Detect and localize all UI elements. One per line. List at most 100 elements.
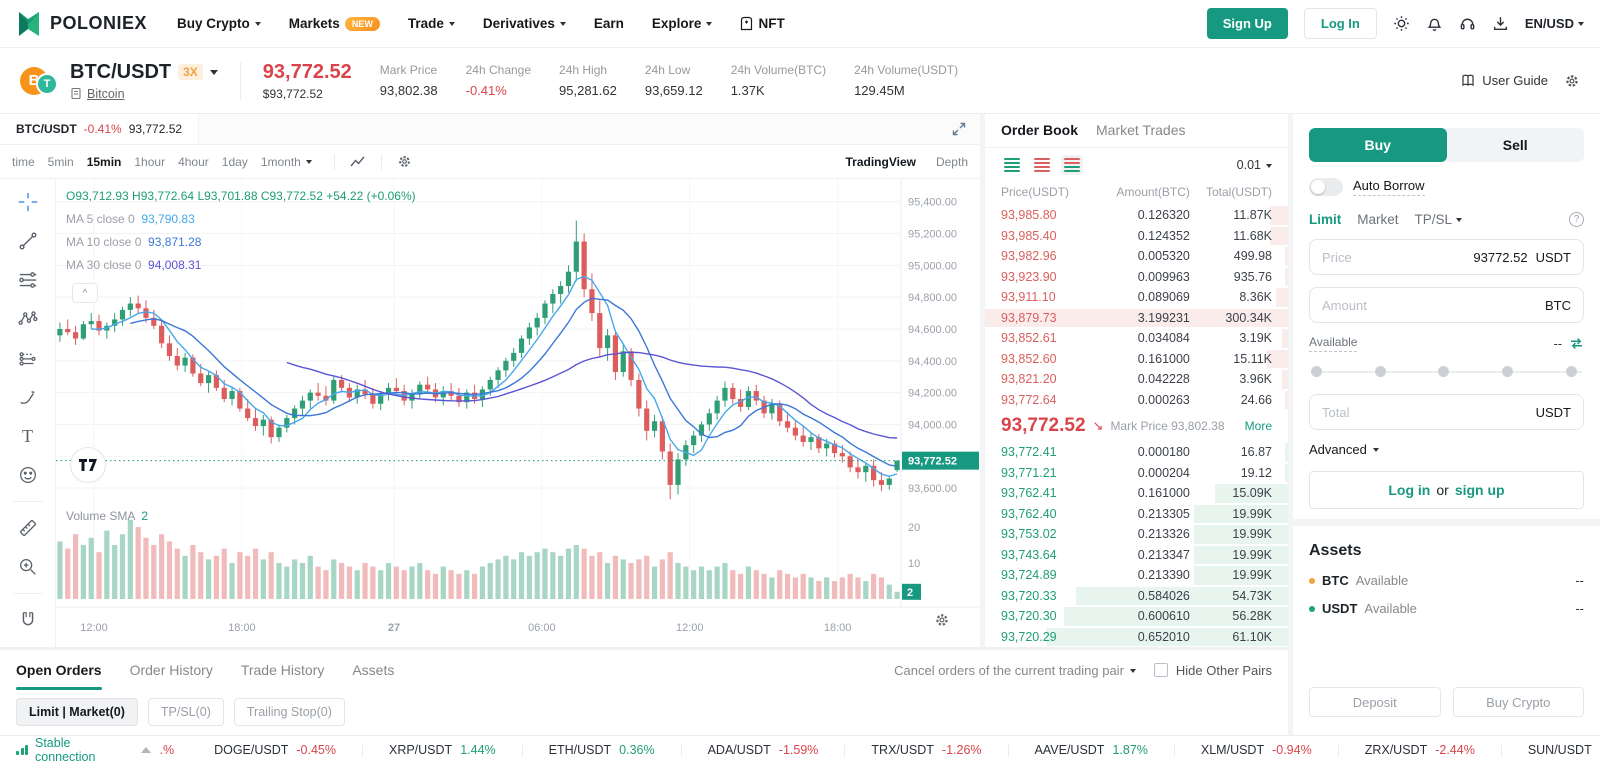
timeframe-chevron-icon[interactable] <box>305 160 312 167</box>
bid-row[interactable]: 93,753.02 0.213326 19.99K <box>985 524 1288 545</box>
user-guide-button[interactable]: User Guide <box>1460 73 1548 88</box>
ask-row[interactable]: 93,985.80 0.126320 11.87K <box>985 205 1288 226</box>
timeframe-1month[interactable]: 1month <box>260 154 301 169</box>
ask-row[interactable]: 93,982.96 0.005320 499.98 <box>985 246 1288 267</box>
bid-row[interactable]: 93,720.29 0.652010 61.10K <box>985 627 1288 648</box>
coin-name-link[interactable]: Bitcoin <box>87 86 125 101</box>
login-signup-button[interactable]: Log in or sign up <box>1309 471 1584 509</box>
ticker-pair-eth-usdt[interactable]: ETH/USDT 0.36% <box>521 743 681 757</box>
timeframe-4hour[interactable]: 4hour <box>178 154 209 169</box>
locale-selector[interactable]: EN/USD <box>1525 16 1584 31</box>
ask-row[interactable]: 93,985.40 0.124352 11.68K <box>985 226 1288 247</box>
emoji-tool-icon[interactable] <box>15 462 41 488</box>
orders-tab-assets[interactable]: Assets <box>352 662 395 678</box>
bid-row[interactable]: 93,724.89 0.213390 19.99K <box>985 565 1288 586</box>
ask-row[interactable]: 93,911.10 0.089069 8.36K <box>985 287 1288 308</box>
crosshair-tool-icon[interactable] <box>15 189 41 215</box>
total-input[interactable]: Total USDT <box>1309 394 1584 430</box>
bid-row[interactable]: 93,743.64 0.213347 19.99K <box>985 545 1288 566</box>
nav-item-trade[interactable]: Trade <box>408 16 455 31</box>
tradingview-watermark[interactable] <box>70 447 106 483</box>
order-type-limit[interactable]: Limit <box>1309 212 1342 227</box>
filter-pill-1[interactable]: TP/SL(0) <box>147 698 224 726</box>
log-in-button[interactable]: Log In <box>1303 8 1377 39</box>
orders-tab-open-orders[interactable]: Open Orders <box>16 650 102 690</box>
nav-item-explore[interactable]: Explore <box>652 16 713 31</box>
amount-slider[interactable] <box>1311 362 1582 382</box>
tab-order-book[interactable]: Order Book <box>1001 122 1079 139</box>
more-link[interactable]: More <box>1244 419 1272 433</box>
slider-dot-25[interactable] <box>1374 366 1386 377</box>
orderbook-view-combined-icon[interactable] <box>1061 155 1083 176</box>
advanced-toggle[interactable]: Advanced <box>1309 442 1584 457</box>
ticker-pair-xlm-usdt[interactable]: XLM/USDT -0.94% <box>1173 743 1338 757</box>
bid-row[interactable]: 93,720.30 0.600610 56.28K <box>985 606 1288 627</box>
collapse-pane-button[interactable]: ^ <box>72 283 98 303</box>
ticker-pair-doge-usdt[interactable]: DOGE/USDT -0.45% <box>214 743 336 757</box>
timeframe-15min[interactable]: 15min <box>86 154 122 169</box>
indicator-settings-icon[interactable] <box>392 149 418 175</box>
support-icon[interactable] <box>1459 15 1476 32</box>
slider-dot-100[interactable] <box>1565 366 1577 377</box>
chart-style-icon[interactable] <box>345 149 371 175</box>
tab-market-trades[interactable]: Market Trades <box>1096 122 1186 139</box>
tab-depth[interactable]: Depth <box>935 154 968 169</box>
timeframe-1day[interactable]: 1day <box>221 154 248 169</box>
theme-icon[interactable] <box>1393 15 1410 32</box>
orderbook-view-asks-icon[interactable] <box>1031 155 1053 175</box>
notifications-icon[interactable] <box>1426 15 1443 32</box>
nav-item-buy-crypto[interactable]: Buy Crypto <box>177 16 261 31</box>
slider-dot-50[interactable] <box>1438 366 1450 377</box>
slider-dot-0[interactable] <box>1311 366 1322 377</box>
orders-tab-order-history[interactable]: Order History <box>129 662 213 678</box>
price-input[interactable]: Price 93772.52 USDT <box>1309 239 1584 275</box>
ticker-pair-xrp-usdt[interactable]: XRP/USDT 1.44% <box>361 743 522 757</box>
transfer-icon[interactable] <box>1569 337 1584 350</box>
order-type-tpsl[interactable]: TP/SL <box>1415 212 1463 227</box>
help-icon[interactable]: ? <box>1569 212 1584 227</box>
ask-row[interactable]: 93,821.20 0.042228 3.96K <box>985 369 1288 390</box>
pattern-tool-icon[interactable] <box>15 306 41 332</box>
horizontal-lines-tool-icon[interactable] <box>15 267 41 293</box>
trendline-tool-icon[interactable] <box>15 228 41 254</box>
filter-pill-0[interactable]: Limit | Market(0) <box>16 698 138 726</box>
nav-item-earn[interactable]: Earn <box>593 16 624 31</box>
candlestick-chart[interactable]: 93,600.0093,800.0094,000.0094,200.0094,4… <box>56 179 980 646</box>
settings-gear-icon[interactable] <box>1564 73 1580 89</box>
nav-item-derivatives[interactable]: Derivatives <box>483 16 566 31</box>
timeframe-1hour[interactable]: 1hour <box>134 154 166 169</box>
ticker-pair-sun-usdt[interactable]: SUN/USDT-0.82% <box>1500 743 1600 757</box>
ticker-pair-ada-usdt[interactable]: ADA/USDT -1.59% <box>680 743 845 757</box>
buy-tab[interactable]: Buy <box>1309 128 1447 162</box>
pair-selector-chevron-icon[interactable] <box>209 69 218 79</box>
ask-row[interactable]: 93,923.90 0.009963 935.76 <box>985 267 1288 288</box>
auto-borrow-toggle[interactable] <box>1309 178 1343 196</box>
orderbook-mid-price[interactable]: 93,772.52 ↘ Mark Price 93,802.38 More <box>985 410 1288 442</box>
ask-row[interactable]: 93,879.73 3.199231 300.34K <box>985 308 1288 329</box>
nav-item-nft[interactable]: NFT <box>740 16 785 31</box>
bid-row[interactable]: 93,720.33 0.584026 54.73K <box>985 586 1288 607</box>
slider-dot-75[interactable] <box>1502 366 1514 377</box>
bid-row[interactable]: 93,772.41 0.000180 16.87 <box>985 442 1288 463</box>
sell-tab[interactable]: Sell <box>1502 137 1528 153</box>
download-app-icon[interactable] <box>1492 15 1509 32</box>
ask-row[interactable]: 93,852.61 0.034084 3.19K <box>985 328 1288 349</box>
nav-item-markets[interactable]: Markets NEW <box>289 16 380 31</box>
bid-row[interactable]: 93,771.21 0.000204 19.12 <box>985 463 1288 484</box>
deposit-button[interactable]: Deposit <box>1309 687 1441 717</box>
orders-tab-trade-history[interactable]: Trade History <box>240 662 325 678</box>
tab-tradingview[interactable]: TradingView <box>845 154 916 169</box>
bid-row[interactable]: 93,762.41 0.161000 15.09K <box>985 483 1288 504</box>
filter-pill-2[interactable]: Trailing Stop(0) <box>233 698 345 726</box>
timeframe-5min[interactable]: 5min <box>47 154 74 169</box>
checkbox-icon[interactable] <box>1153 663 1168 677</box>
order-type-market[interactable]: Market <box>1357 212 1399 227</box>
sign-up-button[interactable]: Sign Up <box>1206 8 1288 39</box>
chart-plot-area[interactable]: 93,600.0093,800.0094,000.0094,200.0094,4… <box>56 179 980 647</box>
zoom-tool-icon[interactable] <box>15 554 41 580</box>
precision-dropdown[interactable]: 0.01 <box>1237 158 1272 172</box>
brush-tool-icon[interactable] <box>15 384 41 410</box>
magnet-tool-icon[interactable] <box>15 607 41 633</box>
orderbook-view-bids-icon[interactable] <box>1001 155 1023 175</box>
amount-input[interactable]: Amount BTC <box>1309 287 1584 323</box>
